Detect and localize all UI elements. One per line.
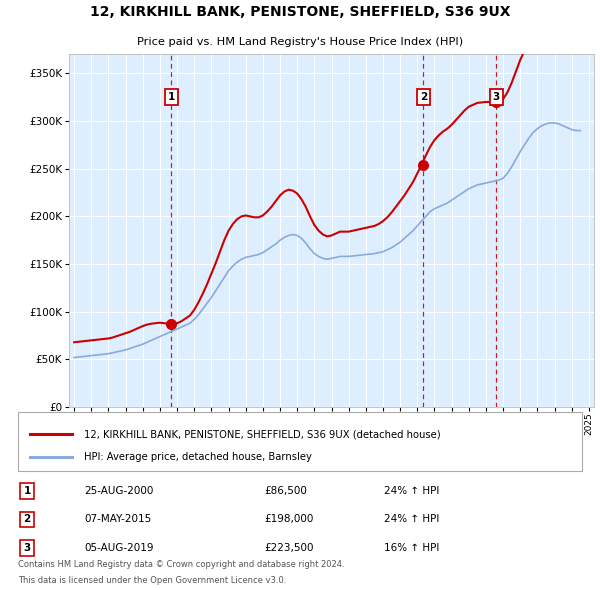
Text: 24% ↑ HPI: 24% ↑ HPI	[384, 514, 439, 525]
Text: This data is licensed under the Open Government Licence v3.0.: This data is licensed under the Open Gov…	[18, 576, 286, 585]
Text: £198,000: £198,000	[264, 514, 313, 525]
Text: Price paid vs. HM Land Registry's House Price Index (HPI): Price paid vs. HM Land Registry's House …	[137, 37, 463, 47]
Text: 1: 1	[23, 486, 31, 496]
Text: 16% ↑ HPI: 16% ↑ HPI	[384, 543, 439, 553]
Text: 2: 2	[419, 91, 427, 101]
Text: 12, KIRKHILL BANK, PENISTONE, SHEFFIELD, S36 9UX: 12, KIRKHILL BANK, PENISTONE, SHEFFIELD,…	[90, 5, 510, 19]
Text: 25-AUG-2000: 25-AUG-2000	[84, 486, 154, 496]
Text: 24% ↑ HPI: 24% ↑ HPI	[384, 486, 439, 496]
FancyBboxPatch shape	[18, 412, 582, 471]
Text: Contains HM Land Registry data © Crown copyright and database right 2024.: Contains HM Land Registry data © Crown c…	[18, 560, 344, 569]
Text: 07-MAY-2015: 07-MAY-2015	[84, 514, 151, 525]
Text: 12, KIRKHILL BANK, PENISTONE, SHEFFIELD, S36 9UX (detached house): 12, KIRKHILL BANK, PENISTONE, SHEFFIELD,…	[84, 430, 440, 440]
Text: £223,500: £223,500	[264, 543, 314, 553]
Text: 3: 3	[493, 91, 500, 101]
Text: HPI: Average price, detached house, Barnsley: HPI: Average price, detached house, Barn…	[84, 452, 312, 462]
Text: 3: 3	[23, 543, 31, 553]
Text: 2: 2	[23, 514, 31, 525]
Text: 05-AUG-2019: 05-AUG-2019	[84, 543, 154, 553]
Text: 1: 1	[167, 91, 175, 101]
Text: £86,500: £86,500	[264, 486, 307, 496]
